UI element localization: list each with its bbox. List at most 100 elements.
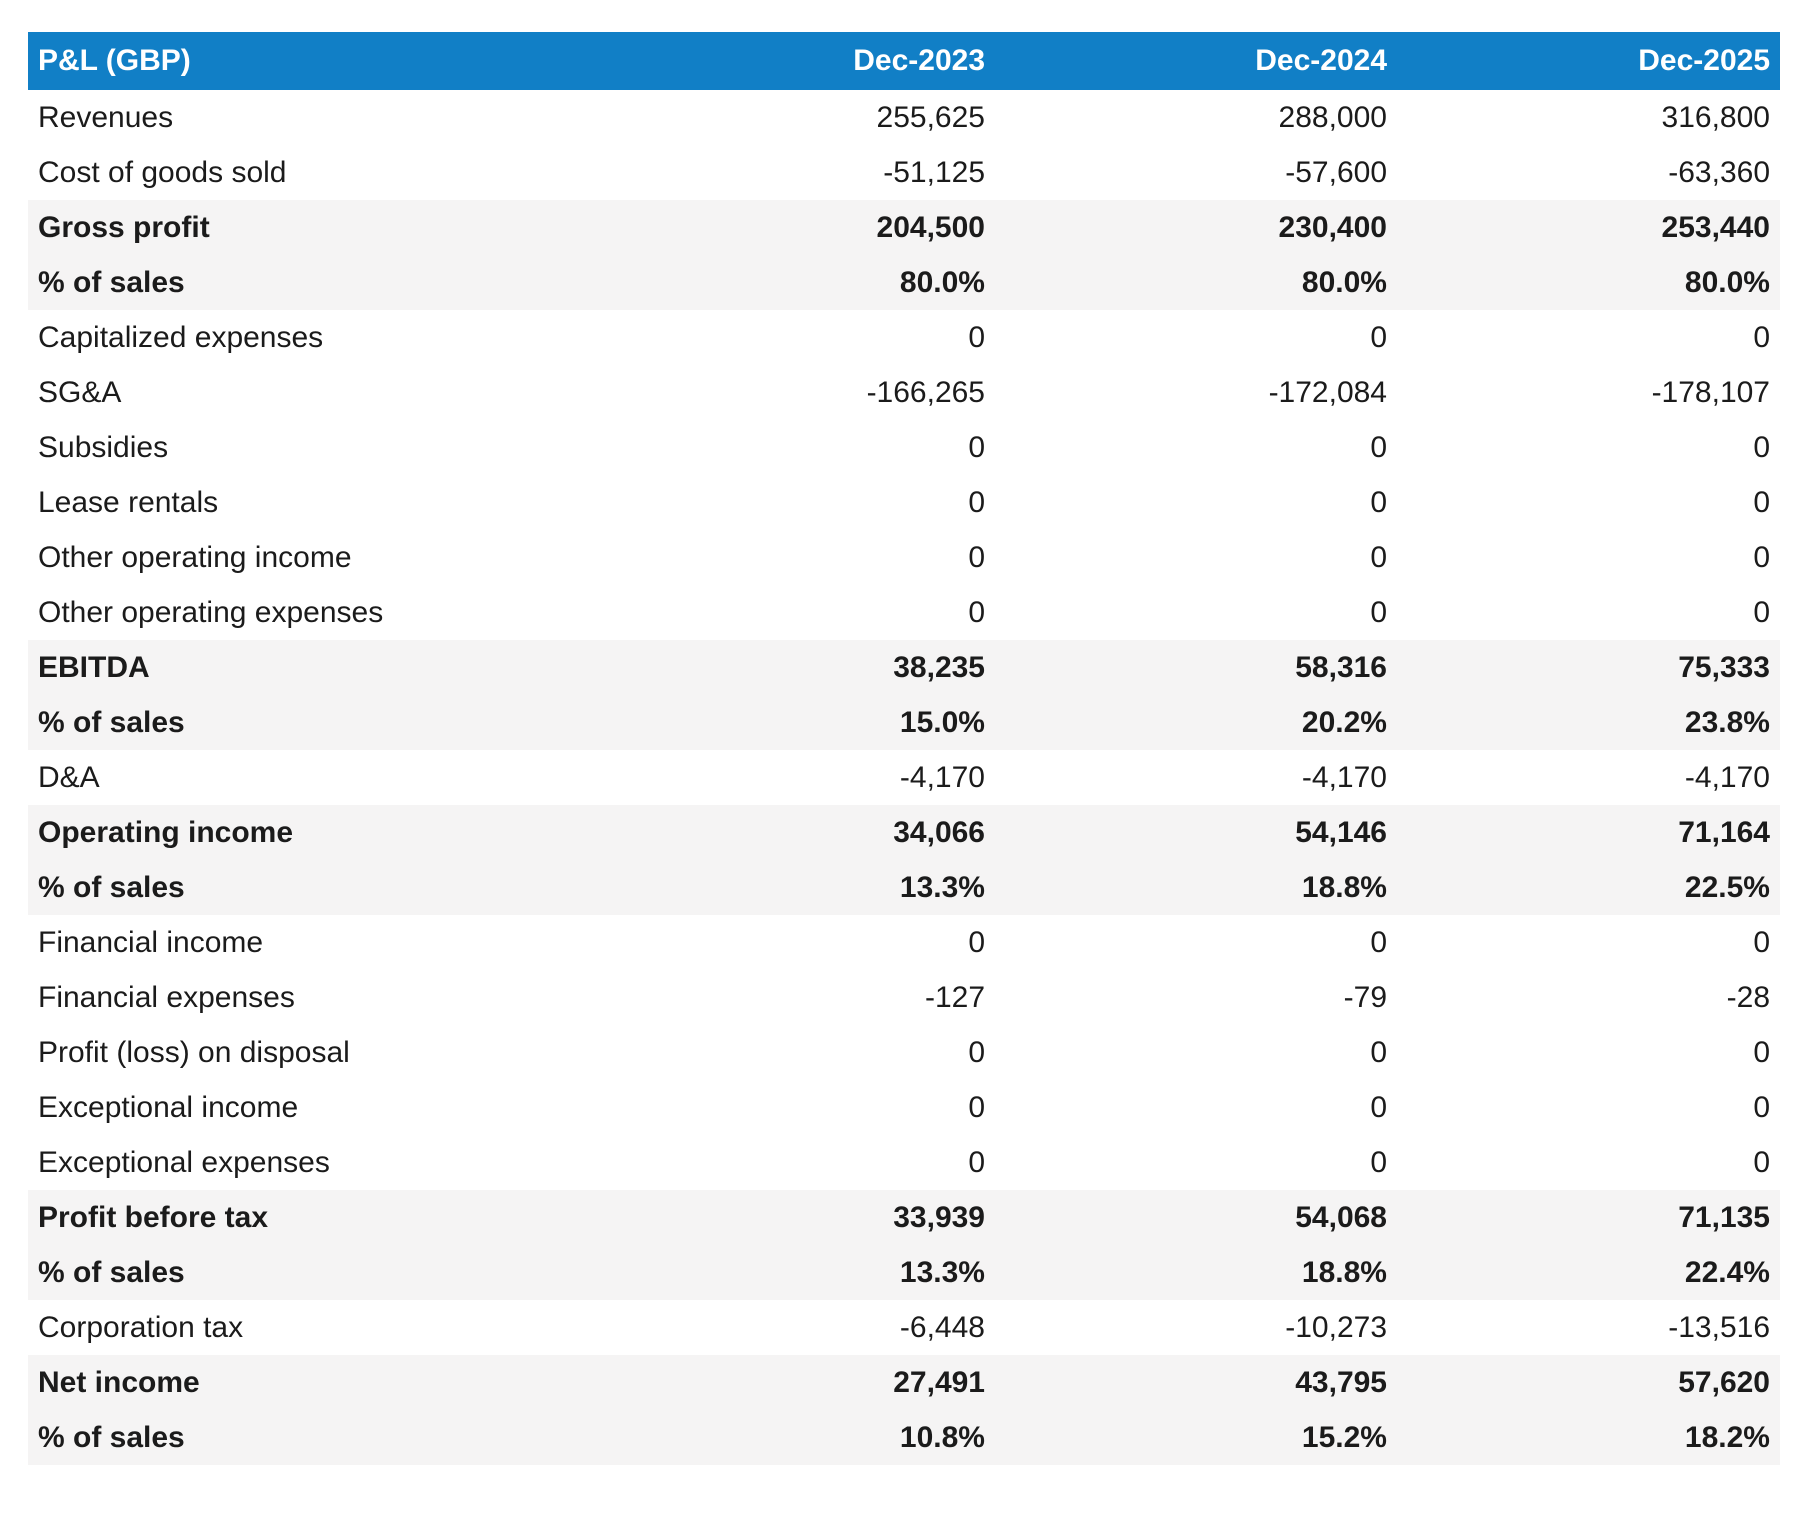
value-cell: 23.8% [1387, 695, 1780, 750]
value-cell: -13,516 [1387, 1300, 1780, 1355]
value-cell: 33,939 [588, 1190, 985, 1245]
value-cell: 15.0% [588, 695, 985, 750]
value-cell: 0 [588, 420, 985, 475]
row-label: SG&A [28, 365, 588, 420]
table-row: Capitalized expenses 0 0 0 [28, 310, 1780, 365]
value-cell: 58,316 [985, 640, 1387, 695]
value-cell: 75,333 [1387, 640, 1780, 695]
value-cell: 71,164 [1387, 805, 1780, 860]
value-cell: 18.2% [1387, 1410, 1780, 1465]
table-header-row: P&L (GBP) Dec-2023 Dec-2024 Dec-2025 [28, 32, 1780, 90]
table-title: P&L (GBP) [28, 32, 588, 90]
value-cell: 0 [985, 530, 1387, 585]
value-cell: 0 [588, 585, 985, 640]
row-label: Other operating income [28, 530, 588, 585]
value-cell: 0 [985, 915, 1387, 970]
table-row: SG&A -166,265 -172,084 -178,107 [28, 365, 1780, 420]
value-cell: -127 [588, 970, 985, 1025]
row-label: Financial income [28, 915, 588, 970]
value-cell: -4,170 [985, 750, 1387, 805]
value-cell: 22.4% [1387, 1245, 1780, 1300]
value-cell: 43,795 [985, 1355, 1387, 1410]
value-cell: 0 [588, 1080, 985, 1135]
value-cell: 0 [985, 585, 1387, 640]
value-cell: 0 [1387, 1025, 1780, 1080]
row-label: Revenues [28, 90, 588, 145]
value-cell: 71,135 [1387, 1190, 1780, 1245]
value-cell: 0 [1387, 310, 1780, 365]
value-cell: 0 [1387, 475, 1780, 530]
column-header-dec-2024: Dec-2024 [985, 32, 1387, 90]
row-label: % of sales [28, 860, 588, 915]
value-cell: 0 [588, 1135, 985, 1190]
table-row: Financial income 0 0 0 [28, 915, 1780, 970]
value-cell: 0 [1387, 530, 1780, 585]
value-cell: 18.8% [985, 860, 1387, 915]
table-row: Other operating expenses 0 0 0 [28, 585, 1780, 640]
table-row: % of sales 13.3% 18.8% 22.5% [28, 860, 1780, 915]
table-row: Gross profit 204,500 230,400 253,440 [28, 200, 1780, 255]
value-cell: -10,273 [985, 1300, 1387, 1355]
row-label: Exceptional income [28, 1080, 588, 1135]
value-cell: -51,125 [588, 145, 985, 200]
value-cell: 80.0% [588, 255, 985, 310]
table-row: Lease rentals 0 0 0 [28, 475, 1780, 530]
value-cell: 20.2% [985, 695, 1387, 750]
row-label: Financial expenses [28, 970, 588, 1025]
row-label: Corporation tax [28, 1300, 588, 1355]
value-cell: 57,620 [1387, 1355, 1780, 1410]
value-cell: 0 [985, 420, 1387, 475]
value-cell: 316,800 [1387, 90, 1780, 145]
row-label: Exceptional expenses [28, 1135, 588, 1190]
value-cell: 230,400 [985, 200, 1387, 255]
row-label: % of sales [28, 1410, 588, 1465]
value-cell: 0 [985, 1025, 1387, 1080]
value-cell: 0 [1387, 585, 1780, 640]
value-cell: 54,068 [985, 1190, 1387, 1245]
value-cell: 255,625 [588, 90, 985, 145]
row-label: Profit before tax [28, 1190, 588, 1245]
value-cell: 253,440 [1387, 200, 1780, 255]
row-label: % of sales [28, 255, 588, 310]
value-cell: 0 [1387, 915, 1780, 970]
table-row: Exceptional income 0 0 0 [28, 1080, 1780, 1135]
table-row: Cost of goods sold -51,125 -57,600 -63,360 [28, 145, 1780, 200]
value-cell: -28 [1387, 970, 1780, 1025]
row-label: EBITDA [28, 640, 588, 695]
value-cell: -79 [985, 970, 1387, 1025]
value-cell: 0 [1387, 420, 1780, 475]
table-row: % of sales 15.0% 20.2% 23.8% [28, 695, 1780, 750]
table-row: Profit (loss) on disposal 0 0 0 [28, 1025, 1780, 1080]
table-row: Profit before tax 33,939 54,068 71,135 [28, 1190, 1780, 1245]
row-label: Profit (loss) on disposal [28, 1025, 588, 1080]
value-cell: 0 [985, 475, 1387, 530]
value-cell: 204,500 [588, 200, 985, 255]
value-cell: 10.8% [588, 1410, 985, 1465]
value-cell: 0 [588, 475, 985, 530]
table-row: Subsidies 0 0 0 [28, 420, 1780, 475]
value-cell: 27,491 [588, 1355, 985, 1410]
value-cell: -63,360 [1387, 145, 1780, 200]
table-row: Operating income 34,066 54,146 71,164 [28, 805, 1780, 860]
row-label: Subsidies [28, 420, 588, 475]
value-cell: 80.0% [985, 255, 1387, 310]
column-header-dec-2023: Dec-2023 [588, 32, 985, 90]
value-cell: 18.8% [985, 1245, 1387, 1300]
pnl-table: P&L (GBP) Dec-2023 Dec-2024 Dec-2025 Rev… [28, 32, 1780, 1465]
table-row: D&A -4,170 -4,170 -4,170 [28, 750, 1780, 805]
table-row: Corporation tax -6,448 -10,273 -13,516 [28, 1300, 1780, 1355]
row-label: D&A [28, 750, 588, 805]
table-row: % of sales 13.3% 18.8% 22.4% [28, 1245, 1780, 1300]
column-header-dec-2025: Dec-2025 [1387, 32, 1780, 90]
value-cell: -57,600 [985, 145, 1387, 200]
row-label: Net income [28, 1355, 588, 1410]
table-row: % of sales 80.0% 80.0% 80.0% [28, 255, 1780, 310]
row-label: % of sales [28, 1245, 588, 1300]
table-row: % of sales 10.8% 15.2% 18.2% [28, 1410, 1780, 1465]
row-label: Other operating expenses [28, 585, 588, 640]
row-label: Lease rentals [28, 475, 588, 530]
value-cell: 22.5% [1387, 860, 1780, 915]
value-cell: 0 [985, 310, 1387, 365]
table-row: Revenues 255,625 288,000 316,800 [28, 90, 1780, 145]
table-row: EBITDA 38,235 58,316 75,333 [28, 640, 1780, 695]
